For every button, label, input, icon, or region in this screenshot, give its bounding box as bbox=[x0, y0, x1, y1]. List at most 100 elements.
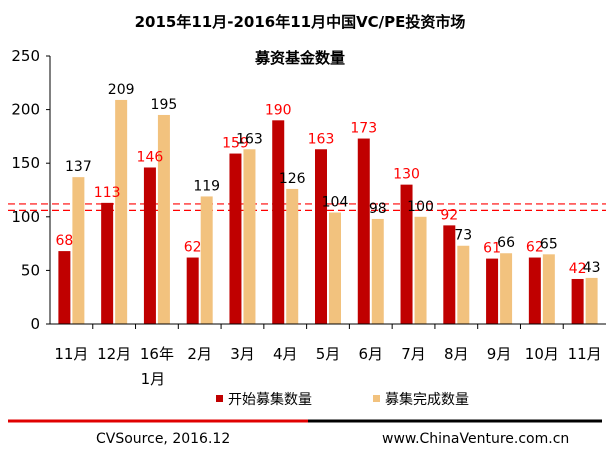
bar-s0-3 bbox=[186, 257, 199, 324]
bar-s1-0 bbox=[72, 177, 85, 324]
bar-s1-3 bbox=[200, 196, 213, 324]
x-tick-label-4: 3月 bbox=[230, 345, 255, 363]
data-label-s1-10: 66 bbox=[497, 235, 515, 251]
bar-s0-10 bbox=[486, 258, 499, 324]
x-tick-label-2: 16年 1月 bbox=[140, 345, 174, 388]
bar-s1-1 bbox=[115, 99, 128, 325]
data-label-s1-9: 73 bbox=[454, 228, 472, 244]
data-label-s0-0: 68 bbox=[55, 233, 73, 249]
legend-swatch-complete bbox=[373, 395, 380, 402]
y-tick-label-2: 100 bbox=[11, 208, 40, 226]
bar-s0-12 bbox=[571, 278, 584, 324]
footer-source: CVSource, 2016.12 bbox=[96, 431, 230, 447]
x-tick-label-line: 5月 bbox=[316, 345, 341, 363]
x-tick-label-line: 6月 bbox=[358, 345, 383, 363]
data-label-s0-2: 146 bbox=[137, 149, 164, 165]
x-tick-label-5: 4月 bbox=[273, 345, 298, 363]
x-tick-label-1: 12月 bbox=[97, 345, 131, 363]
legend-label-complete: 募集完成数量 bbox=[385, 391, 469, 408]
x-tick-label-6: 5月 bbox=[316, 345, 341, 363]
footer-site: www.ChinaVenture.com.cn bbox=[382, 431, 569, 447]
x-tick-label-line: 2月 bbox=[187, 345, 212, 363]
data-label-s1-0: 137 bbox=[65, 159, 92, 175]
y-tick-label-1: 50 bbox=[21, 261, 40, 279]
x-tick-label-line: 12月 bbox=[97, 345, 131, 363]
data-label-s1-7: 98 bbox=[369, 201, 387, 217]
bar-s0-2 bbox=[143, 167, 156, 324]
bar-s1-6 bbox=[329, 212, 341, 324]
bar-s0-5 bbox=[272, 120, 285, 324]
data-label-s1-2: 195 bbox=[151, 97, 178, 113]
x-tick-label-line: 1月 bbox=[141, 370, 166, 388]
y-tick-label-3: 150 bbox=[11, 154, 40, 172]
bar-s0-7 bbox=[357, 138, 370, 324]
data-label-s0-8: 130 bbox=[393, 167, 420, 183]
footer: CVSource, 2016.12 www.ChinaVenture.com.c… bbox=[8, 419, 602, 447]
x-tick-label-line: 3月 bbox=[230, 345, 255, 363]
bar-s1-9 bbox=[457, 245, 470, 324]
bar-s0-11 bbox=[528, 257, 541, 324]
legend: 开始募集数量 募集完成数量 bbox=[216, 391, 469, 408]
bar-s1-4 bbox=[243, 149, 256, 324]
x-tick-label-11: 10月 bbox=[525, 345, 559, 363]
legend-label-start: 开始募集数量 bbox=[228, 391, 312, 408]
bar-s1-7 bbox=[371, 218, 384, 324]
bar-s1-11 bbox=[542, 254, 555, 324]
bar-s1-5 bbox=[286, 188, 299, 324]
bar-s0-9 bbox=[443, 225, 456, 324]
data-label-s1-4: 163 bbox=[236, 131, 263, 147]
data-label-s0-12: 42 bbox=[569, 261, 587, 277]
x-tick-label-line: 7月 bbox=[401, 345, 426, 363]
data-label-s1-11: 65 bbox=[540, 236, 558, 252]
data-label-s0-3: 62 bbox=[184, 240, 202, 256]
bar-s0-4 bbox=[229, 153, 242, 324]
y-tick-label-5: 250 bbox=[11, 47, 40, 65]
data-label-s0-6: 163 bbox=[308, 131, 335, 147]
data-label-s0-7: 173 bbox=[350, 121, 377, 137]
x-tick-label-line: 10月 bbox=[525, 345, 559, 363]
data-label-s0-9: 92 bbox=[440, 207, 458, 223]
data-label-s0-4: 159 bbox=[222, 136, 249, 152]
x-tick-label-8: 7月 bbox=[401, 345, 426, 363]
data-label-s1-5: 126 bbox=[279, 171, 306, 187]
x-tick-label-line: 11月 bbox=[568, 345, 602, 363]
chart-subtitle: 募资基金数量 bbox=[254, 49, 345, 67]
x-tick-label-line: 4月 bbox=[273, 345, 298, 363]
data-label-s1-1: 209 bbox=[108, 82, 135, 98]
x-tick-label-7: 6月 bbox=[358, 345, 383, 363]
data-labels: 6813711320914619562119159163190126163104… bbox=[55, 82, 600, 277]
bars bbox=[58, 99, 598, 325]
bar-s1-2 bbox=[157, 114, 170, 325]
bar-s1-12 bbox=[585, 277, 598, 324]
data-label-s0-5: 190 bbox=[265, 102, 292, 118]
data-label-s1-8: 100 bbox=[407, 199, 434, 215]
bar-s0-0 bbox=[58, 251, 71, 324]
bar-s0-1 bbox=[101, 202, 114, 324]
data-label-s1-3: 119 bbox=[193, 178, 220, 194]
bar-s0-6 bbox=[315, 149, 327, 324]
data-label-s0-11: 62 bbox=[526, 240, 544, 256]
reference-lines bbox=[8, 203, 606, 211]
x-tick-label-line: 16年 bbox=[140, 345, 174, 363]
x-tick-label-line: 9月 bbox=[487, 345, 512, 363]
x-tick-label-3: 2月 bbox=[187, 345, 212, 363]
data-label-s0-1: 113 bbox=[94, 185, 121, 201]
bar-s0-8 bbox=[400, 184, 413, 324]
bar-s1-10 bbox=[500, 253, 513, 324]
data-label-s1-6: 104 bbox=[322, 195, 349, 211]
legend-swatch-start bbox=[216, 395, 223, 402]
x-tick-label-0: 11月 bbox=[54, 345, 88, 363]
data-label-s0-10: 61 bbox=[483, 241, 501, 257]
x-tick-label-12: 11月 bbox=[568, 345, 602, 363]
x-tick-label-10: 9月 bbox=[487, 345, 512, 363]
chart-title: 2015年11月-2016年11月中国VC/PE投资市场 bbox=[135, 13, 466, 31]
y-tick-label-0: 0 bbox=[30, 315, 40, 333]
x-tick-label-9: 8月 bbox=[444, 345, 469, 363]
x-tick-label-line: 8月 bbox=[444, 345, 469, 363]
x-tick-label-line: 11月 bbox=[54, 345, 88, 363]
bar-s1-8 bbox=[414, 216, 427, 324]
y-tick-label-4: 200 bbox=[11, 101, 40, 119]
data-label-s1-12: 43 bbox=[583, 260, 601, 276]
